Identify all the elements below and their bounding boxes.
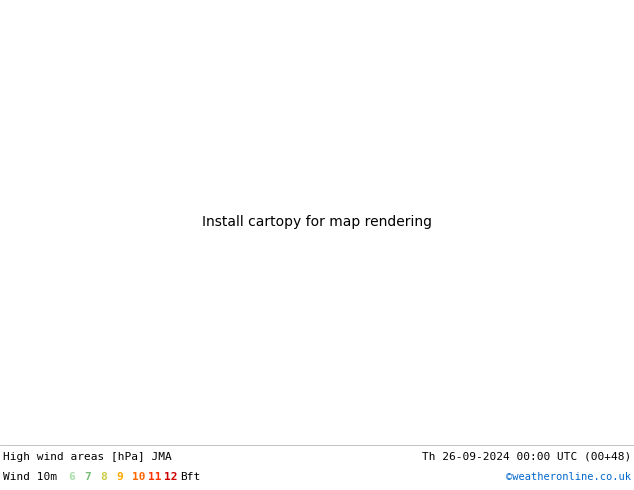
Text: ©weatheronline.co.uk: ©weatheronline.co.uk xyxy=(506,472,631,482)
Text: 9: 9 xyxy=(116,472,123,482)
Text: 7: 7 xyxy=(84,472,91,482)
Text: High wind areas [hPa] JMA: High wind areas [hPa] JMA xyxy=(3,452,172,462)
Text: 11: 11 xyxy=(148,472,162,482)
Text: 8: 8 xyxy=(100,472,107,482)
Text: Install cartopy for map rendering: Install cartopy for map rendering xyxy=(202,215,432,229)
Text: 12: 12 xyxy=(164,472,178,482)
Text: Bft: Bft xyxy=(180,472,200,482)
Text: 10: 10 xyxy=(132,472,145,482)
Text: Th 26-09-2024 00:00 UTC (00+48): Th 26-09-2024 00:00 UTC (00+48) xyxy=(422,452,631,462)
Text: Wind 10m: Wind 10m xyxy=(3,472,57,482)
Text: 6: 6 xyxy=(68,472,75,482)
